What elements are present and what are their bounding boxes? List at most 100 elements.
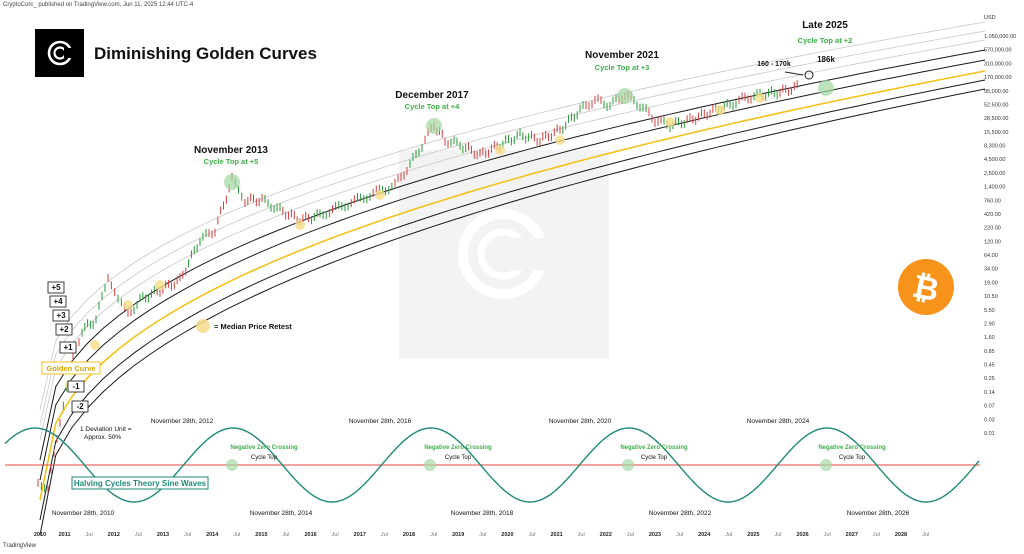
sine-trough-label: November 28th, 2014 [250, 510, 313, 517]
median-retest-dot [155, 280, 165, 290]
x-tick-label: Jul [824, 532, 831, 538]
cycle-top-marker [426, 118, 442, 134]
band-label: -2 [76, 402, 84, 411]
x-tick-label: 2010 [34, 532, 46, 538]
band-label-box [52, 309, 70, 322]
zero-crossing-marker [820, 459, 832, 471]
zero-crossing-sub: Cycle Top [251, 455, 278, 461]
sine-peak-label: November 28th, 2016 [349, 418, 412, 425]
y-tick-label: 0.03 [984, 417, 995, 423]
target-circle-marker [804, 70, 814, 80]
x-tick-label: Jul [774, 532, 781, 538]
x-tick-label: Jul [676, 532, 683, 538]
x-tick-label: 2021 [550, 532, 562, 538]
y-tick-label: 220.00 [984, 226, 1001, 232]
y-tick-label: 5.50 [984, 308, 995, 314]
x-tick-label: Jul [528, 532, 535, 538]
y-tick-label: 170,000.00 [984, 75, 1012, 81]
x-tick-label: 2023 [649, 532, 661, 538]
y-tick-label: 15,500.00 [984, 130, 1008, 136]
x-tick-label: 2028 [895, 532, 907, 538]
x-tick-label: Jul [135, 532, 142, 538]
x-tick-label: 2020 [501, 532, 513, 538]
cc-watermark-icon [399, 150, 609, 358]
y-tick-label: 420.00 [984, 212, 1001, 218]
x-tick-label: Jul [578, 532, 585, 538]
x-tick-label: Jul [381, 532, 388, 538]
y-tick-label: 0.01 [984, 431, 995, 437]
zero-crossing-marker [424, 459, 436, 471]
band-label: +1 [63, 343, 73, 352]
median-retest-dot [555, 135, 565, 145]
cycle-top-marker [617, 88, 633, 104]
x-tick-label: 2019 [452, 532, 464, 538]
sine-trough-label: November 28th, 2010 [52, 510, 115, 517]
x-tick-label: 2017 [354, 532, 366, 538]
current-range-label: 160 - 170k [757, 61, 791, 68]
median-retest-dot [665, 117, 675, 127]
median-retest-legend: = Median Price Retest [214, 322, 292, 331]
x-tick-label: Jul [233, 532, 240, 538]
cycle-top-date: November 2021 [585, 50, 659, 61]
footer-brand: TradingView [3, 543, 37, 549]
band-minus1-curve [39, 79, 986, 521]
x-tick-label: 2016 [304, 532, 316, 538]
band-plus5-curve [39, 21, 986, 411]
golden-curve-line [39, 70, 986, 501]
y-tick-label: 1.60 [984, 335, 995, 341]
zero-crossing-sub: Cycle Top [641, 455, 668, 461]
band-label-box [59, 341, 77, 354]
band-label: +5 [51, 283, 61, 292]
median-retest-dot [715, 105, 725, 115]
median-retest-dot [375, 190, 385, 200]
y-tick-label: 8,300.00 [984, 144, 1005, 150]
y-tick-label: 34.00 [984, 267, 998, 273]
band-label: +4 [53, 297, 63, 306]
cc-monogram-icon [35, 29, 84, 77]
median-retest-dot [495, 145, 505, 155]
sine-trough-label: November 28th, 2022 [649, 510, 712, 517]
x-tick-label: 2026 [796, 532, 808, 538]
cycle-top-date: December 2017 [395, 90, 469, 101]
cycle-target-label: 186k [817, 55, 835, 64]
publisher-caption: CryptoCorc_ published on TradingView.com… [3, 2, 194, 8]
x-tick-label: Jul [725, 532, 732, 538]
x-tick-label: Jul [332, 532, 339, 538]
y-tick-label: 52,500.00 [984, 102, 1008, 108]
median-retest-dot [123, 300, 133, 310]
x-tick-label: Jul [430, 532, 437, 538]
zero-crossing-label: Negative Zero Crossing [230, 445, 298, 451]
x-tick-label: Jul [86, 532, 93, 538]
sine-label: Halving Cycles Theory Sine Waves [74, 479, 207, 488]
x-tick-label: 2011 [59, 532, 71, 538]
x-tick-label: Jul [282, 532, 289, 538]
legend-swatch [196, 319, 210, 333]
band-plus4-curve [39, 30, 986, 426]
golden-curve-label: Golden Curve [46, 364, 95, 373]
sine-trough-label: November 28th, 2018 [451, 510, 514, 517]
sine-peak-label: November 28th, 2012 [151, 418, 214, 425]
sine-peak-label: November 28th, 2024 [747, 418, 810, 425]
x-tick-label: 2027 [846, 532, 858, 538]
y-tick-label: 570,000.00 [984, 48, 1012, 54]
zero-crossing-sub: Cycle Top [839, 455, 866, 461]
y-tick-label: 28,500.00 [984, 116, 1008, 122]
x-tick-label: 2024 [698, 532, 711, 538]
band-label: +2 [59, 325, 69, 334]
x-tick-label: Jul [184, 532, 191, 538]
cycle-top-date: November 2013 [194, 145, 268, 156]
y-tick-label: 760.00 [984, 198, 1001, 204]
cycle-top-marker [224, 174, 240, 190]
band-label: +3 [56, 311, 66, 320]
zero-crossing-label: Negative Zero Crossing [424, 445, 492, 451]
x-tick-label: Jul [627, 532, 634, 538]
x-tick-label: 2013 [157, 532, 169, 538]
x-tick-label: 2014 [206, 532, 219, 538]
x-tick-label: Jul [479, 532, 486, 538]
x-tick-label: Jul [922, 532, 929, 538]
y-tick-label: 120.00 [984, 239, 1001, 245]
y-tick-label: 0.14 [984, 390, 995, 396]
x-tick-label: 2025 [747, 532, 759, 538]
